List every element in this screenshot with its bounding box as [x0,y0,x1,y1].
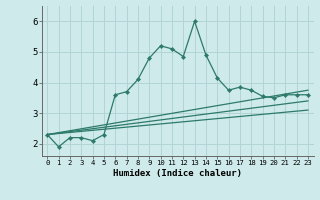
X-axis label: Humidex (Indice chaleur): Humidex (Indice chaleur) [113,169,242,178]
